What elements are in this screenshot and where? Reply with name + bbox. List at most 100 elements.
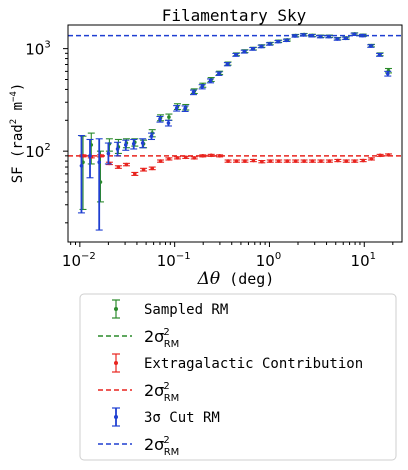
data-point-1-6 (133, 172, 137, 176)
legend-marker (114, 415, 118, 419)
data-point-1-14 (200, 154, 205, 158)
data-point-2-33 (360, 33, 365, 38)
data-point-1-22 (268, 159, 273, 163)
data-point-1-32 (352, 159, 357, 163)
legend-box (79, 293, 397, 461)
data-point-1-33 (361, 158, 365, 163)
data-point-1-30 (336, 158, 340, 163)
legend-entry-4: 3σ Cut RM (112, 407, 220, 427)
data-point-2-18 (234, 53, 238, 57)
data-point-2-1 (88, 154, 92, 158)
y-tick-label-1: 103 (25, 40, 50, 59)
plot-contents (68, 32, 402, 231)
data-point-2-35 (377, 53, 382, 57)
data-point-2-16 (217, 71, 221, 76)
data-point-2-30 (335, 37, 339, 41)
data-point-1-25 (293, 159, 298, 163)
data-point-2-11 (174, 106, 179, 111)
data-point-2-26 (301, 33, 306, 37)
plot-area (68, 32, 402, 231)
data-point-1-29 (327, 159, 332, 163)
x-tick-label-0: 10−2 (62, 251, 96, 270)
legend-label: 3σ Cut RM (144, 410, 220, 426)
data-point-1-7 (141, 167, 146, 172)
data-point-2-0 (79, 163, 84, 168)
legend-label: 2σ2 RM (144, 381, 179, 404)
data-point-2-24 (284, 38, 289, 43)
data-point-1-34 (369, 157, 374, 161)
data-point-2-20 (250, 47, 255, 51)
data-point-0-10 (167, 115, 171, 119)
y-tick-label-0: 102 (25, 142, 50, 161)
data-point-1-5 (124, 162, 129, 167)
data-point-1-31 (344, 159, 349, 163)
data-point-1-26 (302, 159, 306, 163)
data-point-2-7 (140, 141, 145, 145)
legend-marker (114, 361, 118, 365)
axes: 10−2 10−1 100 101 102 103 Δθ (deg) SF (rad2 m−4… (9, 24, 403, 289)
data-point-1-35 (378, 153, 382, 158)
data-point-1-16 (217, 154, 222, 158)
data-point-2-10 (166, 121, 171, 125)
data-point-1-28 (319, 159, 323, 163)
y-axis-label: SF (rad2 m−4) (9, 83, 26, 184)
data-point-2-9 (158, 117, 162, 121)
data-point-1-21 (260, 159, 264, 164)
data-point-2-15 (208, 79, 213, 83)
data-point-1-11 (175, 156, 180, 160)
data-point-2-36 (385, 71, 390, 76)
data-point-2-6 (131, 141, 136, 146)
legend-label: Sampled RM (144, 302, 228, 318)
data-point-1-15 (209, 153, 214, 158)
x-tick-label-3: 101 (351, 251, 376, 270)
data-point-1-4 (116, 165, 121, 169)
data-point-1-8 (150, 166, 155, 171)
series-2 (77, 32, 392, 231)
data-point-2-12 (183, 106, 187, 111)
legend-marker (114, 307, 118, 311)
data-point-2-4 (115, 147, 120, 151)
chart-title: Filamentary Sky (162, 6, 307, 25)
data-point-1-17 (226, 159, 230, 163)
data-point-2-5 (123, 143, 128, 147)
legend-entry-0: Sampled RM (112, 299, 228, 319)
legend-entry-1: 2σ2 RM (98, 327, 179, 350)
data-point-2-14 (200, 84, 204, 89)
data-point-2-13 (191, 90, 196, 95)
data-point-2-19 (242, 49, 247, 54)
x-tick-label-2: 100 (256, 251, 281, 270)
legend: Sampled RM 2σ2 RM Extragalactic Contributio… (79, 293, 397, 461)
data-point-2-31 (343, 36, 348, 41)
data-point-2-27 (310, 33, 314, 38)
data-point-2-8 (149, 134, 154, 138)
plot-frame (67, 24, 403, 243)
data-point-2-34 (368, 44, 373, 48)
data-point-2-23 (276, 39, 280, 44)
data-point-1-18 (234, 159, 239, 163)
data-point-2-2 (97, 160, 101, 165)
data-point-1-23 (276, 159, 281, 163)
data-point-2-32 (352, 32, 356, 37)
legend-entry-3: 2σ2 RM (98, 381, 179, 404)
data-point-1-19 (243, 159, 247, 163)
legend-label: 2σ2 RM (144, 435, 179, 458)
data-point-2-17 (225, 62, 230, 66)
legend-entry-2: Extragalactic Contribution (112, 353, 363, 373)
data-point-1-10 (167, 157, 171, 161)
data-point-1-36 (386, 153, 391, 157)
legend-entry-5: 2σ2 RM (98, 435, 179, 458)
data-point-1-27 (310, 159, 315, 163)
legend-label: Extragalactic Contribution (144, 356, 363, 372)
data-point-2-22 (267, 42, 272, 46)
data-point-2-28 (318, 34, 323, 39)
data-point-2-3 (106, 151, 111, 156)
legend-label: 2σ2 RM (144, 327, 179, 350)
data-point-1-20 (251, 158, 256, 163)
data-point-1-13 (192, 156, 197, 160)
data-point-2-25 (293, 34, 297, 38)
data-point-2-21 (259, 44, 263, 49)
x-tick-label-1: 10−1 (157, 251, 191, 270)
x-axis-label: Δθ (deg) (197, 269, 275, 289)
data-point-1-12 (183, 155, 188, 160)
